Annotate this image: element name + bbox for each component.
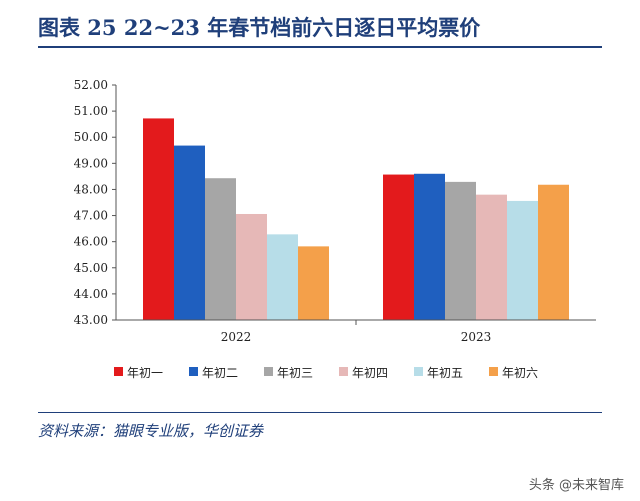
y-axis: 52.00 51.00 50.00 49.00 48.00 47.00 46.00 45.00…: [74, 78, 117, 327]
bar: [143, 118, 174, 320]
legend-swatch: [114, 367, 123, 376]
bar: [445, 181, 476, 320]
legend-label: 年初一: [127, 366, 163, 380]
bar: [205, 178, 236, 320]
y-tick-label: 50.00: [74, 130, 108, 144]
y-tick-label: 43.00: [74, 313, 108, 327]
y-tick-label: 48.00: [74, 182, 108, 196]
y-tick-label: 52.00: [74, 78, 108, 92]
source-divider: [38, 412, 602, 413]
title-divider: [38, 46, 602, 48]
x-tick-label: 2022: [221, 330, 252, 344]
bar: [476, 194, 507, 320]
title-bar: 图表 25 22~23 年春节档前六日逐日平均票价: [0, 0, 640, 48]
bar: [383, 174, 414, 320]
bar-chart: 52.00 51.00 50.00 49.00 48.00 47.00 46.00 45.00…: [74, 78, 596, 380]
legend: 年初一 年初二 年初三 年初四 年初五 年初六: [114, 366, 538, 380]
legend-label: 年初六: [502, 366, 538, 380]
y-tick-label: 47.00: [74, 209, 108, 223]
legend-label: 年初四: [352, 366, 388, 380]
bars: [143, 118, 569, 320]
y-tick-label: 46.00: [74, 235, 108, 249]
bar: [507, 200, 538, 320]
y-tick-label: 45.00: [74, 261, 108, 275]
bar: [236, 213, 267, 320]
legend-swatch: [264, 367, 273, 376]
legend-label: 年初五: [427, 366, 463, 380]
x-tick-label: 2023: [461, 330, 492, 344]
bar: [538, 184, 569, 320]
bar: [174, 145, 205, 320]
legend-swatch: [189, 367, 198, 376]
watermark: 头条 @未来智库: [528, 478, 624, 493]
x-axis: 2022 2023: [116, 319, 596, 344]
y-tick-label: 44.00: [74, 287, 108, 301]
bar: [298, 246, 329, 320]
legend-label: 年初三: [277, 366, 313, 380]
source-note: 资料来源：猫眼专业版，华创证券: [38, 422, 264, 440]
bar: [267, 234, 298, 320]
y-tick-label: 49.00: [74, 156, 108, 170]
chart-title: 图表 25 22~23 年春节档前六日逐日平均票价: [38, 15, 481, 40]
legend-swatch: [414, 367, 423, 376]
legend-label: 年初二: [202, 366, 238, 380]
legend-swatch: [489, 367, 498, 376]
y-tick-label: 51.00: [74, 104, 108, 118]
bar: [414, 173, 445, 320]
legend-swatch: [339, 367, 348, 376]
